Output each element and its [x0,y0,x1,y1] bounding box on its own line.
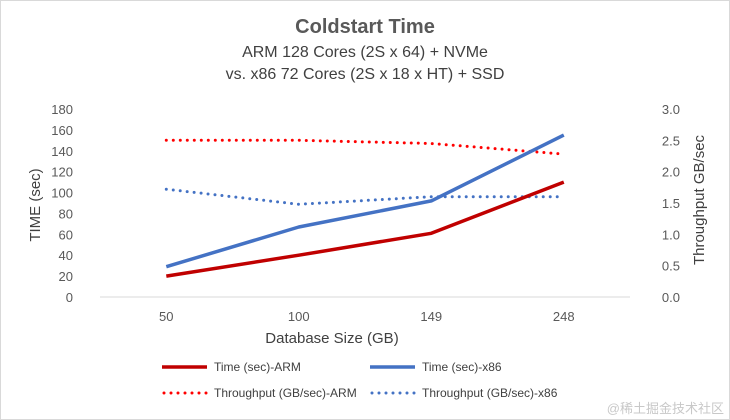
legend-item: Time (sec)-ARM [162,360,301,374]
x-tick-label: 100 [288,309,310,324]
y-tick-label: 120 [51,165,73,180]
y-tick-label: 40 [59,248,73,263]
y-axis-label: TIME (sec) [27,168,44,241]
y2-tick-label: 2.0 [662,165,680,180]
legend-label: Time (sec)-ARM [214,360,301,374]
chart-subtitle-line-1: ARM 128 Cores (2S x 64) + NVMe [242,44,488,61]
legend-item: Time (sec)-x86 [370,360,502,374]
legend-label: Time (sec)-x86 [422,360,502,374]
series-line-time-sec-arm [166,180,565,278]
series-line-time-sec-x86 [165,133,565,269]
y-tick-label: 160 [51,123,73,138]
legend-item: Throughput (GB/sec)-ARM [162,386,357,400]
y2-tick-label: 1.0 [662,227,680,242]
series-line-throughput-gb-sec-arm [164,138,566,156]
y-tick-label: 100 [51,186,73,201]
x-tick-label: 50 [159,309,173,324]
y2-tick-label: 0.0 [662,290,680,305]
y-tick-label: 20 [59,269,73,284]
series-line-throughput-gb-sec-x86 [164,187,566,206]
y-tick-label: 60 [59,227,73,242]
y-tick-label: 180 [51,102,73,117]
legend-label: Throughput (GB/sec)-x86 [422,386,558,400]
x-tick-label: 149 [420,309,442,324]
chart-subtitle-line-2: vs. x86 72 Cores (2S x 18 x HT) + SSD [225,66,505,83]
chart-title: Coldstart Time [295,16,435,38]
y2-axis-label: Throughput GB/sec [691,134,708,265]
legend-item: Throughput (GB/sec)-x86 [370,386,558,400]
x-tick-label: 248 [553,309,575,324]
y2-tick-label: 2.5 [662,133,680,148]
legend-label: Throughput (GB/sec)-ARM [214,386,357,400]
y-tick-label: 0 [66,290,73,305]
y2-tick-label: 1.5 [662,196,680,211]
y2-tick-label: 0.5 [662,259,680,274]
y-tick-label: 140 [51,144,73,159]
y-tick-label: 80 [59,206,73,221]
watermark: @稀土掘金技术社区 [606,401,724,416]
x-axis-label: Database Size (GB) [265,330,398,347]
y2-tick-label: 3.0 [662,102,680,117]
